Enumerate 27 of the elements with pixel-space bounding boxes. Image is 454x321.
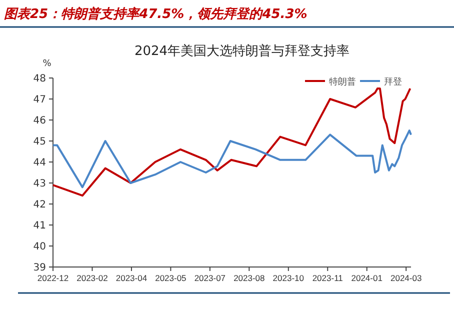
y-tick-label: 47 (33, 94, 46, 106)
line-series (52, 88, 412, 197)
y-tick-label: 43 (33, 178, 46, 190)
y-tick-label: 41 (33, 220, 46, 232)
chart-title: 图表25：特朗普支持率47.5%，领先拜登的45.3% (4, 6, 308, 22)
y-tick-label: 42 (33, 200, 46, 210)
legend-label: 特朗普 (329, 76, 356, 88)
x-tick-label: 2024-03 (390, 273, 422, 283)
x-tick-label: 2023-05 (155, 273, 187, 283)
chart-subtitle: 2024年美国大选特朗普与拜登支持率 (134, 43, 350, 59)
x-tick-label: 2023-11 (312, 273, 344, 283)
x-tick-label: 2024-01 (351, 273, 383, 283)
x-tick-label: 2023-10 (272, 273, 304, 283)
y-tick-label: 44 (33, 158, 46, 168)
y-tick-label: 48 (33, 74, 46, 84)
x-tick-label: 2023-04 (116, 273, 148, 283)
y-tick-label: 39 (33, 262, 46, 274)
x-tick-label: 2023-08 (234, 273, 266, 283)
x-tick-label: 2022-12 (37, 273, 69, 283)
x-tick-label: 2023-02 (76, 273, 108, 283)
y-tick-label: 40 (33, 242, 46, 252)
y-tick-label: 45 (33, 136, 46, 148)
y-axis-title: % (42, 59, 52, 69)
line-series (52, 130, 412, 188)
y-tick-label: 46 (33, 116, 46, 126)
legend-label: 拜登 (384, 76, 402, 88)
x-tick-label: 2023-07 (194, 273, 226, 283)
